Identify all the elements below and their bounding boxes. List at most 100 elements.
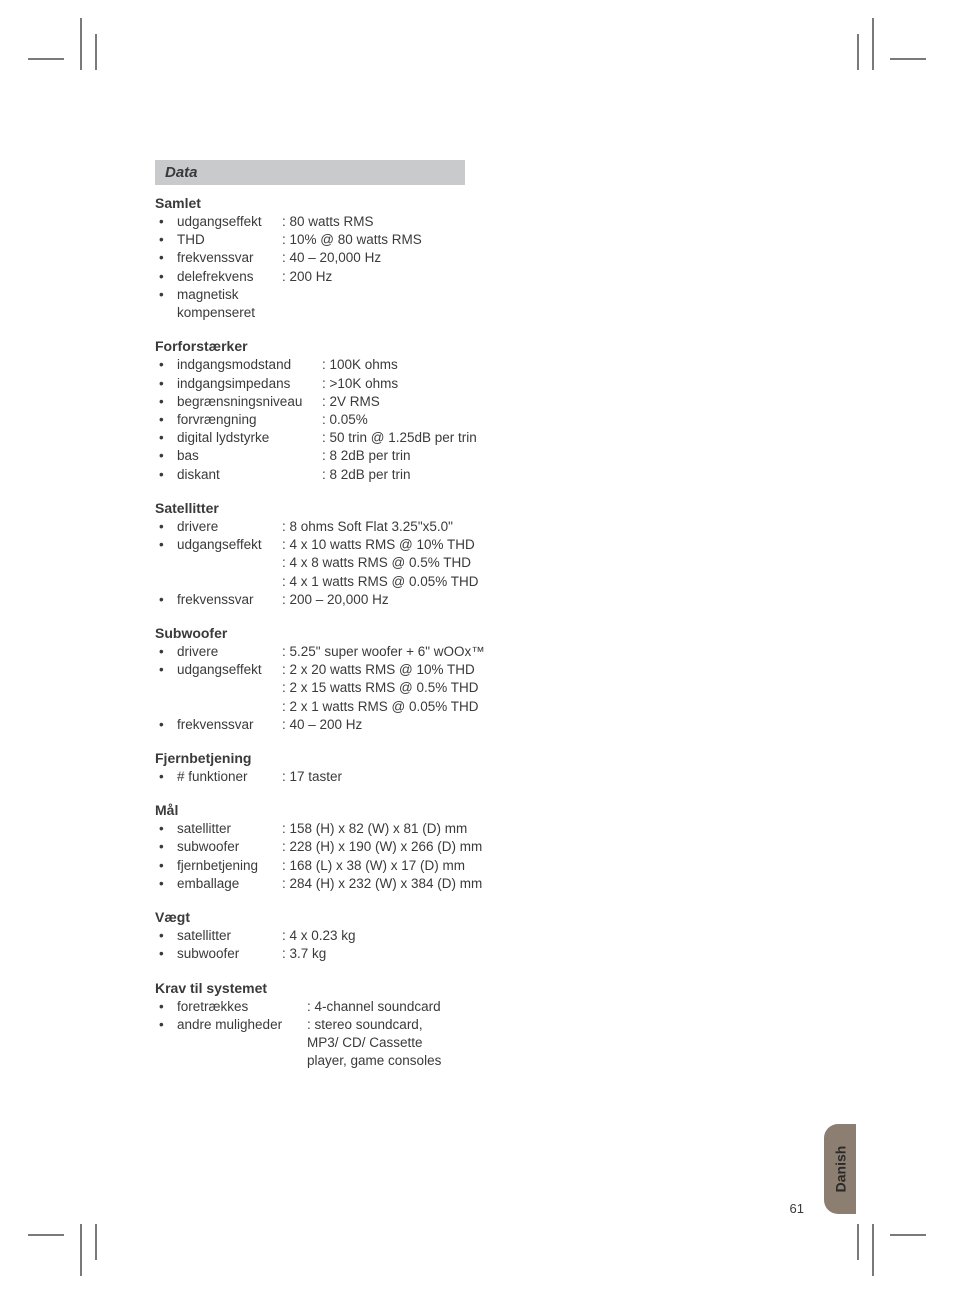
spec-item: •indgangsmodstand: 100K ohms: [159, 356, 675, 374]
spec-item: •udgangseffekt: 4 x 10 watts RMS @ 10% T…: [159, 536, 675, 591]
bullet-icon: •: [159, 945, 177, 963]
spec-label: frekvenssvar: [177, 716, 282, 734]
spec-item: •digital lydstyrke: 50 trin @ 1.25dB per…: [159, 429, 675, 447]
spec-value-continuation: : 4 x 1 watts RMS @ 0.05% THD: [159, 573, 479, 591]
spec-label: udgangseffekt: [177, 536, 282, 554]
spec-list: •satellitter: 4 x 0.23 kg•subwoofer: 3.7…: [155, 927, 675, 963]
spec-value: : 8 ohms Soft Flat 3.25"x5.0": [282, 518, 453, 536]
spec-label: diskant: [177, 466, 322, 484]
spec-label: digital lydstyrke: [177, 429, 322, 447]
spec-value: : 8 2dB per trin: [322, 466, 411, 484]
spec-label: indgangsmodstand: [177, 356, 322, 374]
sections-container: Samlet•udgangseffekt: 80 watts RMS•THD: …: [155, 195, 675, 1070]
section-title: Forforstærker: [155, 338, 675, 354]
bullet-icon: •: [159, 643, 177, 661]
spec-list: •drivere: 8 ohms Soft Flat 3.25"x5.0"•ud…: [155, 518, 675, 609]
spec-value: : 168 (L) x 38 (W) x 17 (D) mm: [282, 857, 465, 875]
spec-list: •# funktioner: 17 taster: [155, 768, 675, 786]
spec-label: # funktioner: [177, 768, 282, 786]
spec-list: •drivere: 5.25" super woofer + 6" wOOx™•…: [155, 643, 675, 734]
spec-item: •emballage: 284 (H) x 232 (W) x 384 (D) …: [159, 875, 675, 893]
section-title: Vægt: [155, 909, 675, 925]
spec-section: Subwoofer •drivere: 5.25" super woofer + …: [155, 625, 675, 734]
spec-item: •subwoofer: 228 (H) x 190 (W) x 266 (D) …: [159, 838, 675, 856]
spec-label: drivere: [177, 643, 282, 661]
spec-value-continuation: : 2 x 1 watts RMS @ 0.05% THD: [159, 698, 479, 716]
spec-item: •forvrængning: 0.05%: [159, 411, 675, 429]
bullet-icon: •: [159, 661, 177, 679]
spec-value: : 100K ohms: [322, 356, 398, 374]
spec-label: THD: [177, 231, 282, 249]
spec-item: •begrænsningsniveau: 2V RMS: [159, 393, 675, 411]
bullet-icon: •: [159, 857, 177, 875]
spec-label: delefrekvens: [177, 268, 282, 286]
spec-item: •andre muligheder: stereo soundcard,MP3/…: [159, 1016, 675, 1071]
spec-value: : 50 trin @ 1.25dB per trin: [322, 429, 477, 447]
bullet-icon: •: [159, 875, 177, 893]
crop-mark: [857, 1224, 859, 1260]
spec-label: foretrækkes: [177, 998, 307, 1016]
crop-mark: [28, 1234, 64, 1236]
spec-item: •udgangseffekt: 80 watts RMS: [159, 213, 675, 231]
spec-section: Samlet•udgangseffekt: 80 watts RMS•THD: …: [155, 195, 675, 322]
language-label: Danish: [832, 1146, 848, 1193]
spec-item: •frekvenssvar: 40 – 200 Hz: [159, 716, 675, 734]
spec-item: •diskant: 8 2dB per trin: [159, 466, 675, 484]
bullet-icon: •: [159, 591, 177, 609]
bullet-icon: •: [159, 536, 177, 554]
spec-item: •# funktioner: 17 taster: [159, 768, 675, 786]
spec-label: indgangsimpedans: [177, 375, 322, 393]
spec-item: •delefrekvens: 200 Hz: [159, 268, 675, 286]
page-number: 61: [790, 1201, 804, 1216]
bullet-icon: •: [159, 768, 177, 786]
spec-section: Fjernbetjening •# funktioner: 17 taster: [155, 750, 675, 786]
spec-item: •frekvenssvar: 200 – 20,000 Hz: [159, 591, 675, 609]
spec-list: •foretrækkes: 4-channel soundcard•andre …: [155, 998, 675, 1071]
spec-value-continuation: : 2 x 15 watts RMS @ 0.5% THD: [159, 679, 479, 697]
spec-label: magnetisk kompenseret: [177, 286, 282, 322]
spec-value: : 5.25" super woofer + 6" wOOx™: [282, 643, 485, 661]
spec-value: : 40 – 20,000 Hz: [282, 249, 381, 267]
spec-item: •foretrækkes: 4-channel soundcard: [159, 998, 675, 1016]
spec-label: udgangseffekt: [177, 661, 282, 679]
bullet-icon: •: [159, 447, 177, 465]
page-content: Data Samlet•udgangseffekt: 80 watts RMS•…: [155, 160, 675, 1086]
spec-item: •subwoofer: 3.7 kg: [159, 945, 675, 963]
spec-section: Vægt •satellitter: 4 x 0.23 kg•subwoofer:…: [155, 909, 675, 963]
spec-item: •satellitter: 158 (H) x 82 (W) x 81 (D) …: [159, 820, 675, 838]
spec-item: •drivere: 8 ohms Soft Flat 3.25"x5.0": [159, 518, 675, 536]
section-title: Krav til systemet: [155, 980, 675, 996]
language-tab: Danish: [824, 1124, 856, 1214]
spec-value: : 200 Hz: [282, 268, 332, 286]
section-title: Samlet: [155, 195, 675, 211]
spec-label: andre muligheder: [177, 1016, 307, 1034]
bullet-icon: •: [159, 411, 177, 429]
spec-item: •drivere: 5.25" super woofer + 6" wOOx™: [159, 643, 675, 661]
section-title: Fjernbetjening: [155, 750, 675, 766]
spec-value: : 4-channel soundcard: [307, 998, 441, 1016]
spec-value: : 4 x 10 watts RMS @ 10% THD: [282, 536, 475, 554]
spec-value: : 0.05%: [322, 411, 368, 429]
spec-label: satellitter: [177, 820, 282, 838]
spec-label: drivere: [177, 518, 282, 536]
bullet-icon: •: [159, 375, 177, 393]
spec-list: •udgangseffekt: 80 watts RMS•THD: 10% @ …: [155, 213, 675, 322]
spec-value: : 10% @ 80 watts RMS: [282, 231, 422, 249]
bullet-icon: •: [159, 286, 177, 322]
spec-value: : >10K ohms: [322, 375, 398, 393]
bullet-icon: •: [159, 231, 177, 249]
crop-mark: [95, 1224, 97, 1260]
spec-value: : 8 2dB per trin: [322, 447, 411, 465]
spec-value-continuation: player, game consoles: [159, 1052, 441, 1070]
crop-mark: [890, 1234, 926, 1236]
spec-value: : 2V RMS: [322, 393, 380, 411]
spec-label: forvrængning: [177, 411, 322, 429]
section-title: Subwoofer: [155, 625, 675, 641]
spec-value: : 284 (H) x 232 (W) x 384 (D) mm: [282, 875, 482, 893]
crop-mark: [80, 1224, 82, 1276]
crop-mark: [80, 18, 82, 70]
bullet-icon: •: [159, 268, 177, 286]
bullet-icon: •: [159, 838, 177, 856]
section-title: Satellitter: [155, 500, 675, 516]
spec-item: •bas: 8 2dB per trin: [159, 447, 675, 465]
